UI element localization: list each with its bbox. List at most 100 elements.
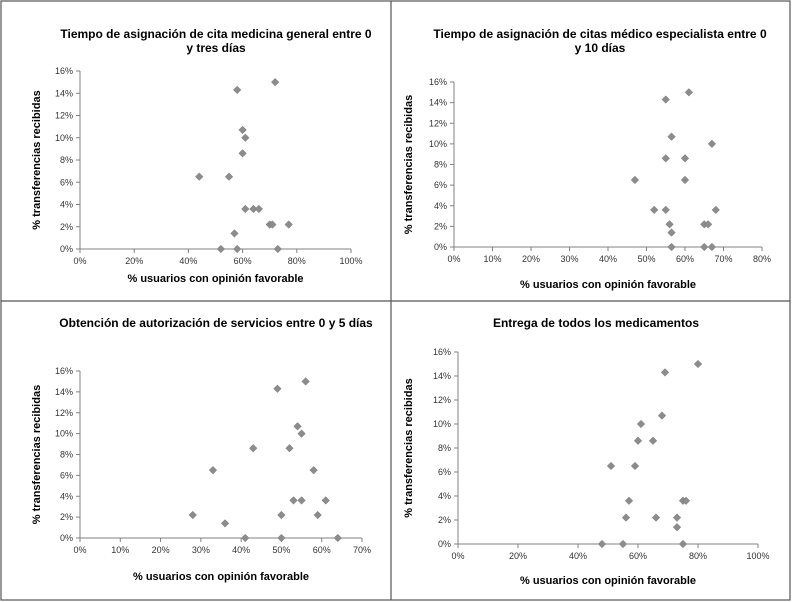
data-point — [661, 95, 670, 104]
y-tick-label: 10% — [429, 139, 447, 149]
x-tick-label: 20% — [522, 254, 540, 264]
x-tick-label: 80% — [689, 551, 707, 561]
x-tick-label: 0% — [451, 551, 464, 561]
data-point — [277, 510, 286, 520]
x-tick-label: 10% — [483, 254, 501, 264]
data-point — [707, 242, 717, 252]
y-tick-label: 8% — [60, 155, 73, 165]
chart-title: Entrega de todos los medicamentos — [493, 316, 699, 330]
y-tick-label: 0% — [438, 539, 451, 549]
chart-title: Tiempo de asignación de cita medicina ge… — [60, 27, 372, 41]
data-point — [233, 244, 242, 254]
y-tick-label: 6% — [60, 470, 73, 480]
x-tick-label: 0% — [73, 545, 86, 555]
y-tick-label: 12% — [429, 118, 447, 128]
data-point — [277, 533, 286, 543]
data-point — [270, 77, 280, 87]
y-axis-title: % transferencias recibidas — [31, 90, 43, 229]
scatter-chart-2: Tiempo de asignación de citas médico esp… — [403, 27, 771, 291]
data-point — [230, 229, 239, 238]
y-tick-label: 2% — [60, 512, 73, 522]
data-point — [241, 204, 250, 214]
charts-layer: Tiempo de asignación de cita medicina ge… — [31, 27, 771, 587]
data-point — [254, 204, 264, 214]
data-point — [268, 220, 277, 229]
x-tick-label: 70% — [714, 254, 732, 264]
chart-title: y 10 días — [575, 41, 626, 55]
x-tick-label: 0% — [73, 256, 86, 266]
y-tick-label: 16% — [433, 347, 451, 357]
x-tick-label: 50% — [637, 254, 655, 264]
data-point — [633, 436, 643, 445]
y-tick-label: 4% — [434, 201, 447, 211]
data-point — [233, 85, 242, 95]
x-tick-label: 20% — [152, 545, 170, 555]
data-point — [680, 175, 690, 185]
x-axis-title: % usuarios con opinión favorable — [520, 279, 696, 291]
x-tick-label: 10% — [111, 545, 129, 555]
x-tick-label: 100% — [746, 551, 769, 561]
data-point — [284, 220, 293, 229]
y-tick-label: 8% — [434, 160, 447, 170]
y-tick-label: 12% — [55, 408, 73, 418]
data-point — [289, 496, 298, 505]
data-point — [624, 496, 634, 505]
y-tick-label: 2% — [438, 515, 451, 525]
data-point — [238, 149, 247, 158]
x-axis-title: % usuarios con opinión favorable — [520, 575, 696, 587]
data-point — [636, 419, 646, 429]
data-point — [333, 533, 342, 543]
x-tick-label: 60% — [313, 545, 331, 555]
data-point — [313, 510, 322, 520]
x-tick-label: 70% — [353, 545, 371, 555]
data-point — [224, 172, 234, 181]
data-point — [680, 154, 690, 163]
y-tick-label: 8% — [60, 450, 73, 460]
data-point — [301, 377, 310, 386]
data-point — [660, 368, 670, 377]
data-point — [711, 205, 720, 215]
data-point — [220, 519, 230, 528]
x-tick-label: 80% — [288, 256, 306, 266]
x-tick-label: 40% — [232, 545, 250, 555]
y-tick-label: 6% — [434, 180, 447, 190]
x-tick-label: 80% — [753, 254, 771, 264]
x-tick-label: 100% — [339, 256, 362, 266]
y-tick-label: 14% — [55, 387, 73, 397]
data-point — [297, 429, 306, 438]
scatter-chart-3: Obtención de autorización de servicios e… — [31, 316, 373, 583]
y-tick-label: 10% — [55, 429, 73, 439]
y-tick-label: 4% — [60, 200, 73, 210]
data-point — [657, 411, 667, 420]
chart-title: Tiempo de asignación de citas médico esp… — [433, 27, 767, 41]
data-point — [672, 523, 682, 532]
y-tick-label: 12% — [433, 395, 451, 405]
data-point — [661, 154, 670, 163]
x-tick-label: 0% — [447, 254, 460, 264]
y-tick-label: 10% — [433, 419, 451, 429]
data-point — [651, 513, 661, 522]
y-tick-label: 2% — [434, 221, 447, 231]
x-tick-label: 60% — [234, 256, 252, 266]
x-tick-label: 20% — [509, 551, 527, 561]
data-point — [273, 244, 282, 254]
data-point — [700, 242, 709, 252]
y-tick-label: 4% — [438, 491, 451, 501]
y-tick-label: 10% — [55, 133, 73, 143]
data-point — [648, 436, 658, 445]
data-point — [273, 384, 282, 393]
y-axis-title: % transferencias recibidas — [31, 385, 43, 524]
scatter-chart-4: Entrega de todos los medicamentos 0% 2% 4% 6… — [403, 316, 770, 587]
data-point — [309, 466, 318, 475]
y-tick-label: 4% — [60, 491, 73, 501]
y-tick-label: 8% — [438, 443, 451, 453]
y-tick-label: 14% — [55, 88, 73, 98]
data-point — [667, 242, 676, 252]
data-point — [241, 533, 250, 543]
x-tick-label: 60% — [676, 254, 694, 264]
x-tick-label: 40% — [569, 551, 587, 561]
data-point — [216, 244, 226, 254]
y-axis-title: % transferencias recibidas — [403, 95, 415, 234]
data-point — [672, 513, 682, 522]
